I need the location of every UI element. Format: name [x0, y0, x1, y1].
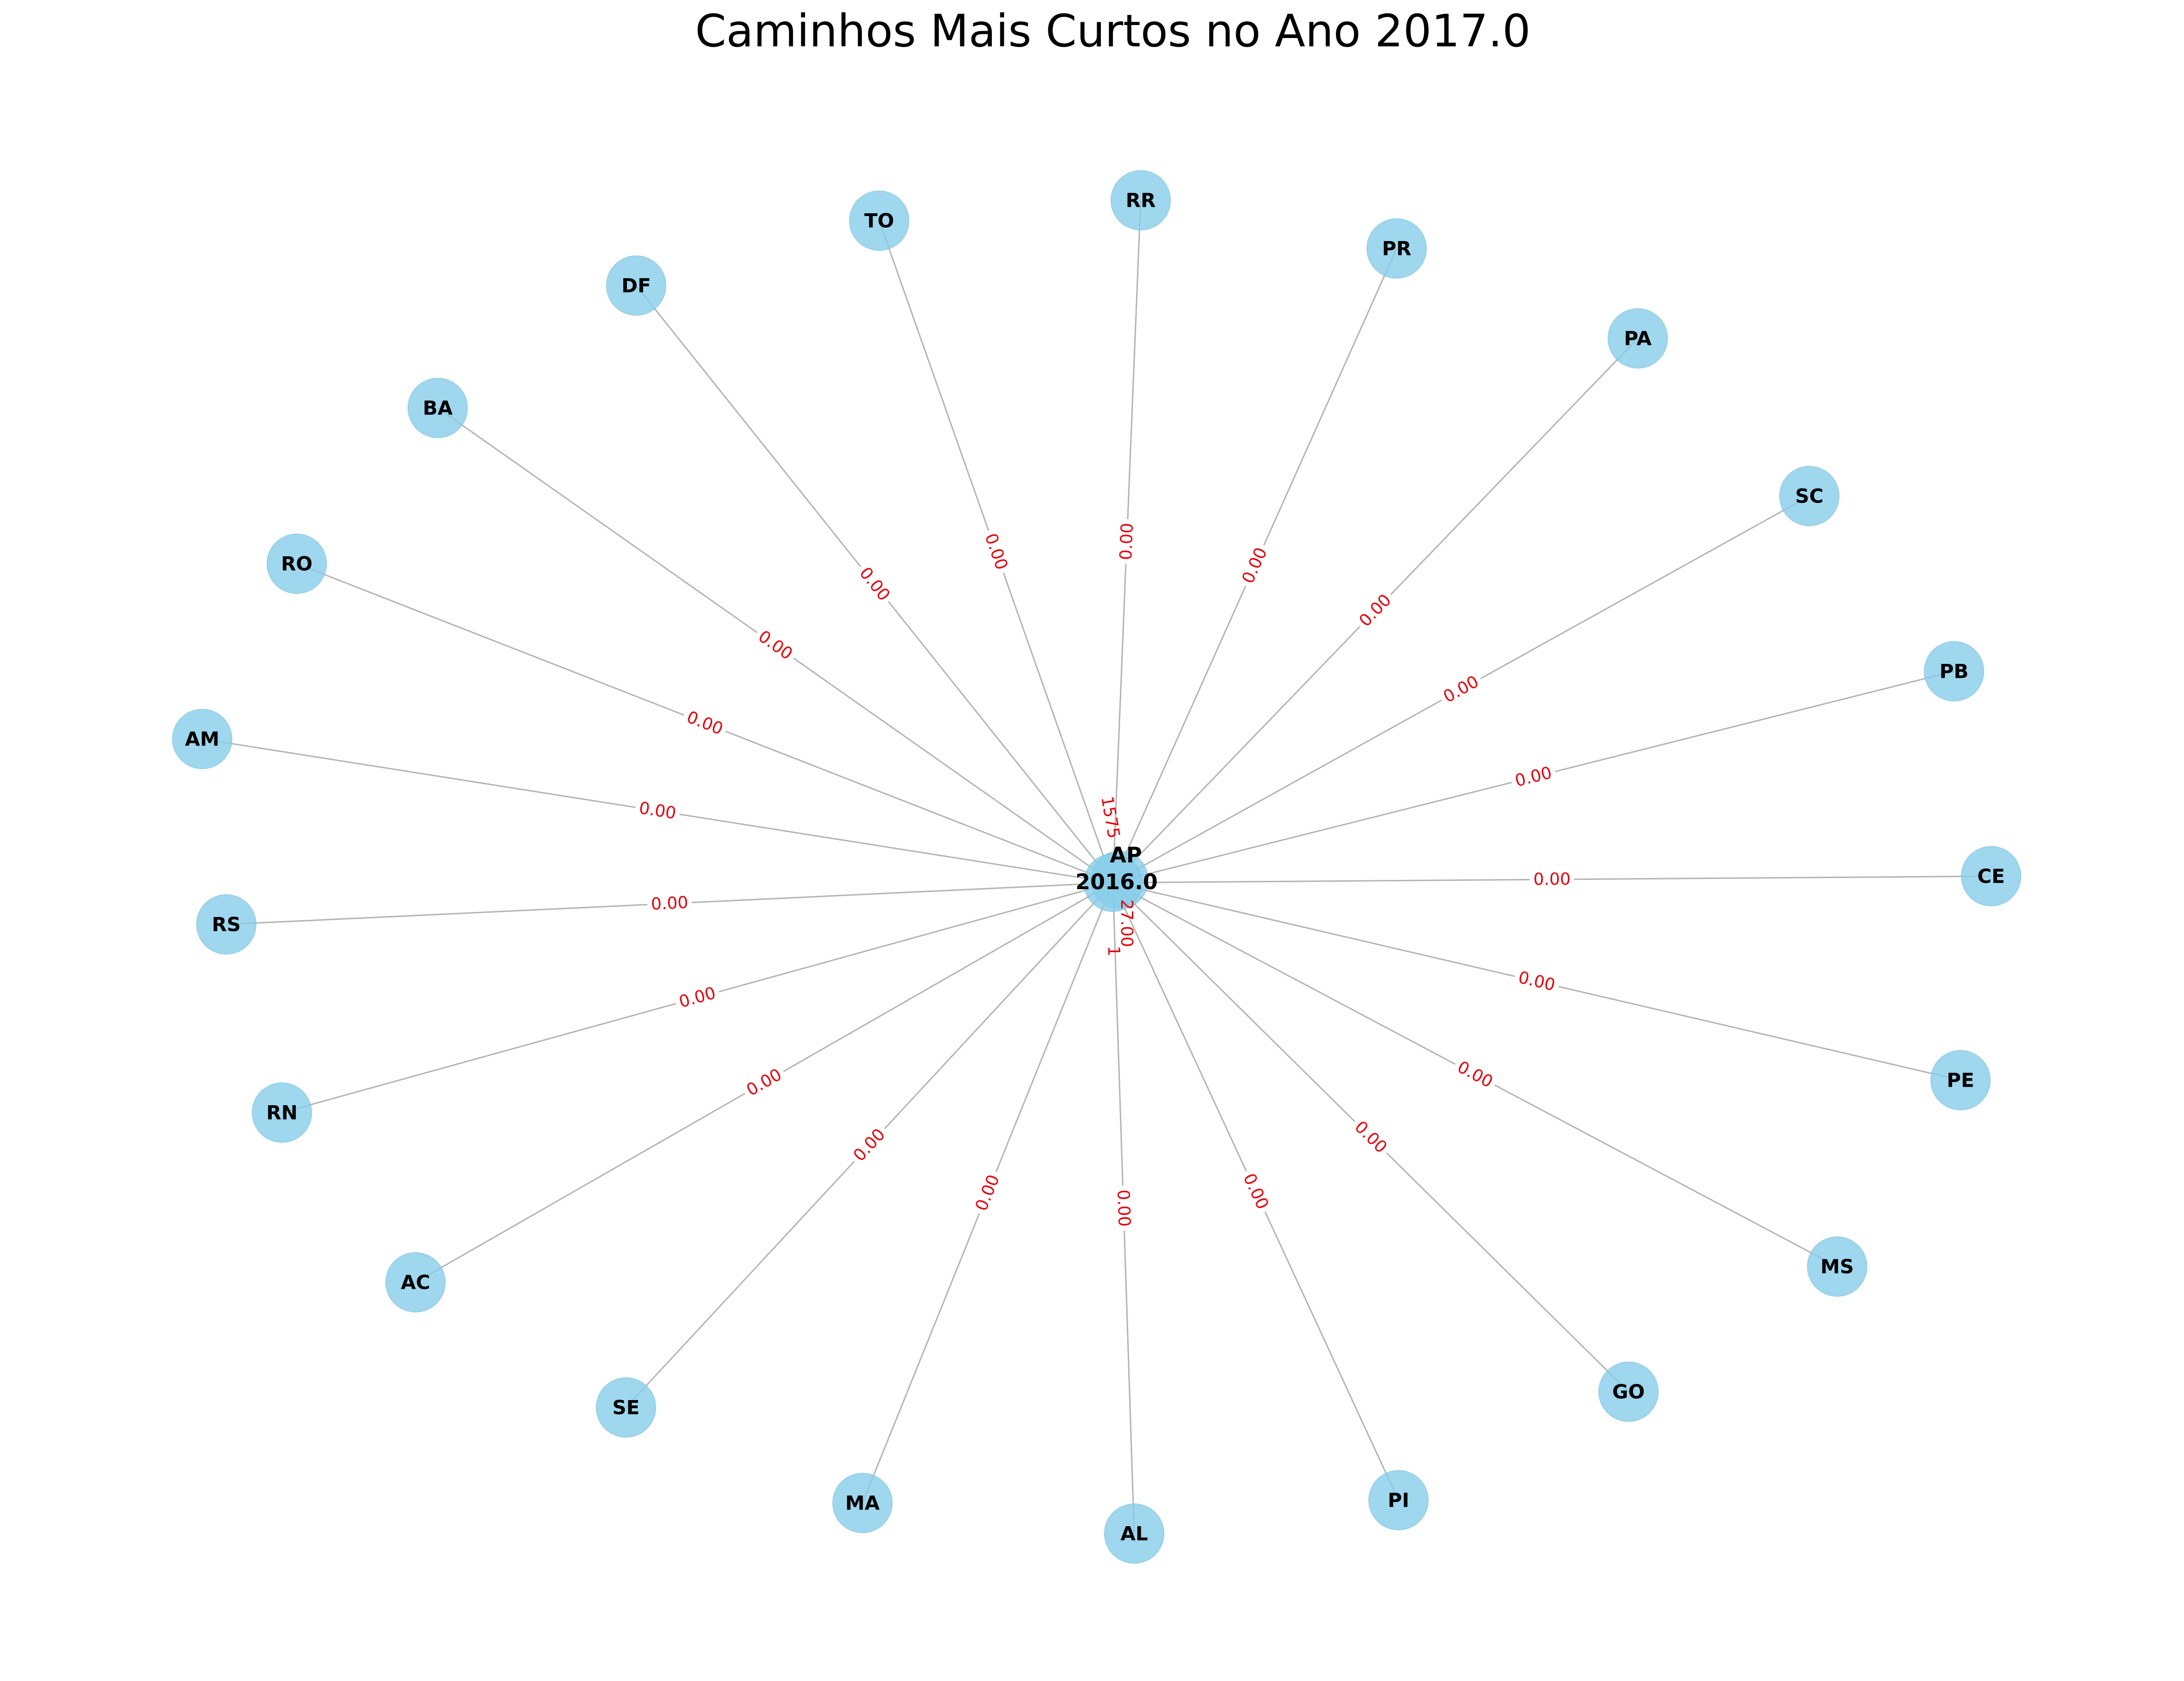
node-go[interactable]	[1598, 1362, 1659, 1422]
hub-overlap-label-3: 1	[1104, 946, 1123, 956]
edge-label-bg-ms	[1450, 1055, 1500, 1094]
node-label-rr: RR	[1126, 189, 1156, 212]
chart-title: Caminhos Mais Curtos no Ano 2017.0	[695, 5, 1531, 57]
node-ro[interactable]	[267, 534, 327, 594]
node-label-pb: PB	[1940, 660, 1969, 683]
edge-label-bg-pe	[1513, 966, 1561, 997]
node-label-rs: RS	[212, 913, 241, 936]
node-rr[interactable]	[1111, 170, 1171, 230]
node-label-ms: MS	[1820, 1255, 1854, 1278]
edge-label-bg-ac	[740, 1063, 789, 1102]
node-label-ro: RO	[281, 553, 313, 575]
node-label-pr: PR	[1382, 237, 1411, 260]
node-label-ma: MA	[845, 1492, 880, 1515]
edge-label-bg-rn	[673, 981, 722, 1014]
edge-label-bg-rs	[647, 892, 692, 915]
edge-label-bg-ce	[1529, 869, 1575, 890]
node-label-rn: RN	[266, 1102, 298, 1124]
center-year-label: 2016.0	[1075, 869, 1158, 894]
edge-label-bg-al	[1112, 1185, 1135, 1231]
edge-label-bg-ro	[680, 706, 729, 741]
edge-label-ce: 0.00	[1533, 870, 1571, 889]
node-se[interactable]	[596, 1377, 656, 1438]
edge-label-bg-rr	[1116, 519, 1138, 564]
edge-label-bg-pb	[1509, 761, 1558, 793]
edge-label-bg-pi	[1237, 1167, 1275, 1216]
node-ms[interactable]	[1807, 1236, 1867, 1297]
edge-label-bg-ma	[970, 1168, 1006, 1217]
edge-label-pr: 0.00	[1239, 545, 1271, 586]
edge-label-pi: 0.00	[1239, 1171, 1272, 1212]
edge-label-bg-ba	[751, 624, 799, 667]
node-label-go: GO	[1612, 1381, 1645, 1403]
node-label-center: AP	[1110, 842, 1142, 867]
node-label-ba: BA	[423, 397, 453, 420]
node-pb[interactable]	[1924, 641, 1984, 701]
node-label-to: TO	[864, 210, 894, 232]
edge-label-ma: 0.00	[972, 1172, 1003, 1214]
edge-label-bg-go	[1347, 1114, 1394, 1160]
edge-label-pb: 0.00	[1513, 763, 1554, 790]
node-label-ac: AC	[401, 1271, 430, 1294]
node-label-am: AM	[185, 728, 219, 751]
node-pe[interactable]	[1930, 1050, 1991, 1110]
edge-label-bg-to	[979, 527, 1013, 576]
node-ma[interactable]	[832, 1473, 893, 1533]
node-center[interactable]	[1084, 853, 1142, 912]
edge-label-bg-sc	[1437, 669, 1486, 709]
hub-overlap-label-2: 27.00	[1117, 899, 1136, 947]
nodes-layer: TO RR PR PA SC PB CE PE MS GO PI AL MA SE AC RN RS AM RO BA…	[172, 170, 2021, 1564]
node-label-pi: PI	[1388, 1489, 1409, 1512]
node-label-al: AL	[1120, 1522, 1148, 1545]
hub-overlap-label-1: 1575	[1097, 795, 1123, 840]
edge-label-rr: 0.00	[1117, 522, 1137, 560]
node-df[interactable]	[606, 255, 666, 316]
node-label-ce: CE	[1977, 865, 2005, 888]
edge-label-bg-am	[634, 797, 681, 825]
node-sc[interactable]	[1779, 466, 1839, 526]
node-ba[interactable]	[408, 378, 468, 438]
edge-label-bg-pa	[1352, 587, 1399, 634]
edge-label-bg-se	[847, 1121, 892, 1169]
node-label-pe: PE	[1947, 1069, 1974, 1092]
edge-label-bg-df	[852, 560, 897, 608]
node-label-pa: PA	[1624, 327, 1652, 350]
node-ce[interactable]	[1961, 846, 2021, 906]
center-node-group: AP 2016.0 1575 27.00 1	[1075, 795, 1158, 956]
edge-label-am: 0.00	[638, 799, 677, 823]
node-to[interactable]	[849, 191, 909, 251]
edge-label-ms: 0.00	[1454, 1057, 1496, 1092]
node-label-se: SE	[613, 1396, 640, 1419]
edge-label-al: 0.00	[1113, 1189, 1134, 1227]
node-am[interactable]	[172, 709, 232, 769]
edge-label-rs: 0.00	[651, 893, 689, 914]
node-al[interactable]	[1104, 1503, 1164, 1564]
node-label-df: DF	[621, 274, 651, 297]
node-pi[interactable]	[1368, 1470, 1429, 1530]
node-ac[interactable]	[385, 1252, 446, 1312]
edge-label-bg-pr	[1236, 541, 1273, 590]
edge-label-pe: 0.00	[1516, 968, 1557, 995]
node-pa[interactable]	[1608, 308, 1668, 369]
node-rn[interactable]	[252, 1082, 312, 1143]
node-label-sc: SC	[1795, 485, 1823, 508]
node-pr[interactable]	[1367, 218, 1427, 279]
node-rs[interactable]	[196, 894, 256, 955]
